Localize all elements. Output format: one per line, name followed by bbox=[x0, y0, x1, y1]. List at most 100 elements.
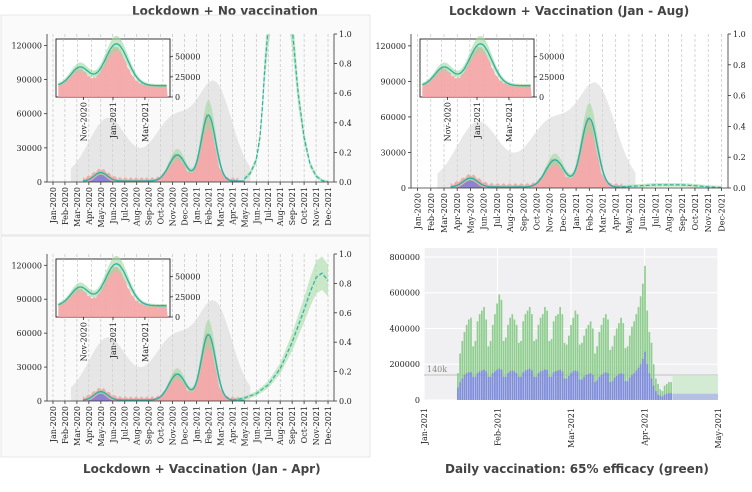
p1-inset-x-tick-label: Jan-2021 bbox=[109, 102, 118, 139]
p2-x-tick-label: Feb-2020 bbox=[427, 193, 436, 231]
p3-right-tick-label: 0.6 bbox=[339, 309, 352, 318]
p4-bar-green bbox=[541, 314, 544, 400]
p4-bar-green bbox=[517, 342, 520, 400]
p3-fraction-line bbox=[232, 272, 329, 401]
p3-inset-cases-area bbox=[58, 266, 168, 317]
p4-bar-blue bbox=[591, 374, 594, 400]
p4-bar-green bbox=[622, 323, 625, 400]
p1-x-tick-label: Oct-2021 bbox=[300, 187, 309, 224]
p3-left-tick-label: 120000 bbox=[11, 261, 42, 270]
p2-x-tick-label: Nov-2021 bbox=[704, 193, 713, 232]
p4-bar-blue bbox=[587, 374, 590, 400]
title-bottom-left: Lockdown + Vaccination (Jan - Apr) bbox=[83, 462, 321, 476]
p1-left-tick-label: 0 bbox=[37, 178, 42, 187]
p1-x-tick-label: Apr-2021 bbox=[228, 187, 237, 226]
p4-bar-green bbox=[465, 324, 468, 400]
p4-bar-green bbox=[496, 303, 498, 400]
p4-bar-green bbox=[520, 340, 522, 400]
p4-bar-blue bbox=[605, 372, 607, 400]
p4-bar-blue bbox=[652, 385, 655, 400]
p4-y-tick-label: 200000 bbox=[389, 360, 420, 369]
p4-bar-blue bbox=[657, 394, 659, 400]
p4-bar-blue bbox=[615, 375, 618, 400]
p4-bar-green bbox=[609, 349, 612, 400]
p4-bar-blue bbox=[594, 382, 596, 400]
p1-x-tick-label: Apr-2020 bbox=[85, 187, 94, 226]
p3-model-band bbox=[82, 319, 245, 401]
p4-bar-green bbox=[596, 346, 598, 400]
p4-y-tick-label: 600000 bbox=[389, 289, 420, 298]
p4-bar-green bbox=[533, 340, 535, 400]
p4-bar-blue bbox=[661, 396, 664, 400]
p4-bar-green bbox=[644, 265, 646, 400]
p4-bar-green bbox=[491, 324, 494, 400]
p3-axes bbox=[46, 254, 335, 402]
p4-bar-blue bbox=[602, 373, 605, 400]
p4-bar-blue bbox=[522, 372, 525, 400]
p4-bar-blue bbox=[500, 369, 503, 400]
p1-inset-tick-label: 50000 bbox=[175, 53, 200, 62]
p4-bar-green bbox=[565, 344, 568, 400]
p2-deaths-area bbox=[454, 180, 489, 188]
p4-bar-green bbox=[650, 342, 653, 400]
p4-bar-green bbox=[657, 383, 659, 400]
p4-bar-green bbox=[544, 307, 546, 400]
p4-bar-blue bbox=[483, 369, 485, 400]
p4-bar-blue bbox=[491, 373, 494, 400]
p2-right-tick-label: 0.4 bbox=[733, 122, 746, 131]
p4-bar-green bbox=[574, 310, 577, 400]
p1-x-tick-label: Nov-2021 bbox=[312, 187, 321, 226]
p4-bar-green bbox=[476, 321, 479, 400]
p4-bar-green bbox=[578, 344, 581, 400]
p1-inset-x-tick-label: Nov-2020 bbox=[79, 102, 88, 141]
p4-bar-blue bbox=[600, 374, 603, 400]
p4-x-tick-label: Apr-2021 bbox=[641, 408, 650, 447]
p4-bar-green bbox=[561, 314, 564, 400]
p4-bar-green bbox=[635, 314, 638, 400]
p4-bar-blue bbox=[620, 373, 622, 400]
p1-x-tick-label: Dec-2020 bbox=[181, 187, 190, 226]
p4-bar-blue bbox=[639, 364, 642, 400]
p4-bar-blue bbox=[659, 395, 662, 400]
p4-bar-blue bbox=[570, 373, 572, 400]
p4-bar-blue bbox=[520, 376, 522, 400]
p4-bar-blue bbox=[641, 358, 644, 400]
p4-bar-green bbox=[668, 382, 670, 400]
p3-x-tick-label: Feb-2020 bbox=[61, 406, 70, 444]
p1-x-tick-label: Dec-2021 bbox=[324, 187, 333, 226]
p4-bar-green bbox=[613, 335, 616, 400]
p4-bar-blue bbox=[548, 376, 551, 400]
p1-x-tick-label: Jan-2020 bbox=[49, 187, 58, 224]
p4-y-tick-label: 0 bbox=[415, 396, 420, 405]
p1-inset-cases-area bbox=[58, 46, 168, 97]
p3-inset-tick-label: 50000 bbox=[175, 273, 200, 282]
p4-bar-blue bbox=[550, 376, 553, 400]
p2-inset-tick-label: 0 bbox=[539, 93, 544, 102]
p4-bar-green bbox=[474, 340, 477, 400]
p4-bar-blue bbox=[581, 379, 583, 400]
p2-x-tick-label: Jun-2021 bbox=[638, 193, 647, 231]
p4-bar-blue bbox=[552, 372, 555, 400]
p1-left-tick-label: 60000 bbox=[17, 110, 42, 119]
title-top-left: Lockdown + No vaccination bbox=[132, 4, 318, 18]
p2-x-tick-label: Jun-2020 bbox=[480, 193, 489, 231]
p4-bar-blue bbox=[589, 373, 592, 400]
p4-projection-blue bbox=[672, 393, 718, 400]
p4-bar-green bbox=[576, 314, 579, 400]
p4-bar-green bbox=[557, 314, 559, 400]
p4-annotation: 140k bbox=[427, 365, 447, 374]
p4-bar-green bbox=[615, 328, 618, 400]
p4-bar-blue bbox=[628, 377, 631, 400]
p4-bar-blue bbox=[528, 368, 531, 400]
p2-uncertainty-band bbox=[437, 82, 636, 188]
p2-x-tick-label: Apr-2021 bbox=[612, 193, 621, 232]
p4-bar-blue bbox=[563, 378, 566, 400]
p4-bar-green bbox=[526, 310, 529, 400]
p4-bar-blue bbox=[461, 378, 464, 400]
p3-right-tick-label: 0.2 bbox=[339, 368, 352, 377]
p2-x-tick-label: Jan-2021 bbox=[572, 193, 581, 230]
p2-left-tick-label: 60000 bbox=[381, 113, 406, 122]
p4-bar-blue bbox=[535, 376, 538, 400]
p3-fraction-band bbox=[232, 256, 328, 401]
p1-x-tick-label: Aug-2020 bbox=[133, 187, 142, 227]
